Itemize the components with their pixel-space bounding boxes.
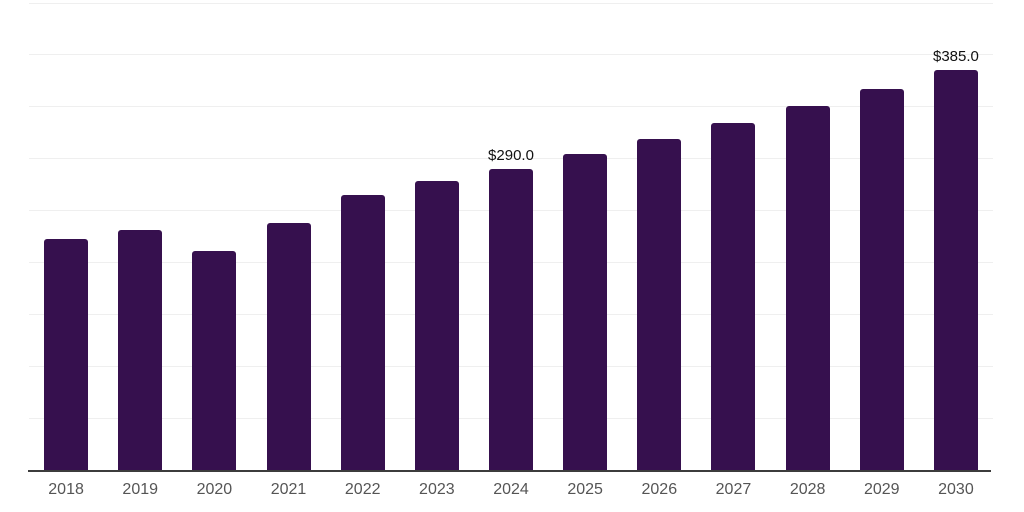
x-tick-label-2028: 2028: [789, 481, 826, 498]
bar-2020: [192, 250, 237, 470]
gridline-400: [29, 54, 993, 56]
x-tick-label-2024: 2024: [493, 481, 529, 498]
bar-2025: [563, 154, 608, 470]
bar-2027: [711, 123, 756, 470]
bar-2022: [340, 194, 385, 470]
bar-2024: [489, 168, 533, 470]
bar-2023: [414, 181, 459, 470]
bar-2028: [785, 106, 830, 470]
bar-2029: [859, 88, 904, 470]
x-tick-label-2021: 2021: [270, 481, 307, 498]
bar-2021: [266, 222, 311, 470]
gridline-350: [29, 106, 993, 108]
x-tick-label-2020: 2020: [196, 481, 233, 498]
x-tick-label-2022: 2022: [344, 481, 381, 498]
x-tick-label-2026: 2026: [641, 481, 678, 498]
x-tick-label-2029: 2029: [863, 481, 900, 498]
x-tick-label-2027: 2027: [715, 481, 752, 498]
x-tick-label-2019: 2019: [122, 481, 159, 498]
data-label-2030: $385.0: [932, 48, 979, 66]
data-label-2024: $290.0: [488, 146, 534, 164]
x-axis-line: [28, 469, 991, 472]
x-tick-label-2023: 2023: [419, 481, 455, 498]
bar-2019: [118, 230, 163, 470]
x-tick-label-2030: 2030: [938, 481, 974, 498]
bar-2018: [44, 239, 89, 470]
x-tick-label-2025: 2025: [567, 481, 603, 498]
bar-2030: [933, 70, 978, 470]
bar-2026: [637, 138, 682, 470]
gridline-450: [29, 2, 993, 4]
x-tick-label-2018: 2018: [48, 481, 84, 498]
